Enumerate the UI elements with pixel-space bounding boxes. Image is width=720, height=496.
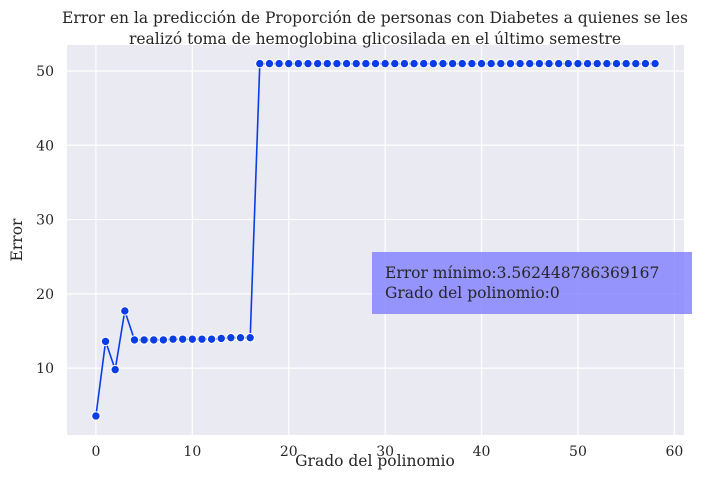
x-tick-labels: 0 10 20 30 40 50 60 (91, 444, 683, 460)
y-tick-label: 30 (36, 213, 54, 229)
data-point (573, 58, 583, 69)
x-tick-label: 60 (665, 444, 683, 460)
chart-title-line1: Error en la predicción de Proporción de … (62, 9, 688, 27)
data-point (91, 411, 101, 421)
data-point (312, 58, 323, 69)
data-point (370, 58, 381, 69)
data-point (390, 58, 400, 69)
data-point (293, 58, 304, 69)
y-tick-label: 50 (36, 64, 54, 80)
data-point (303, 58, 313, 69)
data-point (322, 58, 332, 69)
y-axis-label: Error (8, 218, 26, 261)
data-point (120, 306, 130, 316)
data-point (515, 58, 525, 69)
data-point (544, 58, 554, 69)
data-point (486, 58, 496, 69)
data-point (602, 58, 612, 69)
data-point (100, 336, 111, 347)
data-point (255, 58, 265, 69)
chart-title-line2: realizó toma de hemoglobina glicosilada … (129, 30, 621, 48)
data-point (264, 58, 275, 69)
data-point (640, 58, 651, 69)
data-point (129, 335, 140, 345)
x-tick-label: 40 (473, 444, 491, 460)
data-point (139, 335, 149, 345)
annotation-box (372, 252, 692, 314)
data-point (197, 334, 207, 344)
data-point (419, 58, 429, 69)
data-point (274, 58, 284, 69)
data-point (110, 364, 120, 375)
y-tick-label: 10 (36, 361, 54, 377)
data-point (216, 333, 226, 344)
data-point (563, 58, 574, 69)
series-markers (91, 58, 660, 421)
x-tick-label: 30 (376, 444, 394, 460)
data-point (149, 335, 159, 345)
x-axis-label: Grado del polinomio (295, 452, 455, 470)
data-point (447, 58, 458, 69)
data-point (158, 335, 169, 345)
data-point (611, 58, 622, 69)
data-point (399, 58, 410, 69)
y-tick-label: 20 (36, 287, 54, 303)
data-point (341, 58, 352, 69)
data-point (351, 58, 361, 69)
data-point (235, 332, 246, 343)
data-point (534, 58, 545, 69)
data-point (621, 58, 631, 69)
data-point (650, 58, 660, 69)
data-point (177, 334, 188, 344)
x-tick-label: 10 (183, 444, 201, 460)
data-point (245, 332, 255, 343)
data-point (505, 58, 516, 69)
data-point (553, 58, 564, 69)
plot-background (67, 45, 684, 435)
x-tick-label: 20 (280, 444, 298, 460)
data-point (332, 58, 342, 69)
data-point (457, 58, 467, 69)
x-tick-label: 50 (569, 444, 587, 460)
x-tick-label: 0 (91, 444, 100, 460)
data-point (631, 58, 641, 69)
data-point (476, 58, 487, 69)
data-point (467, 58, 477, 69)
data-point (226, 332, 236, 343)
data-point (428, 58, 439, 69)
data-point (438, 58, 448, 69)
data-point (380, 58, 390, 69)
annotation-min-error: Error mínimo:3.562448786369167 (385, 264, 659, 282)
data-point (187, 334, 198, 344)
y-tick-labels: 10 20 30 40 50 (36, 64, 54, 377)
data-point (525, 58, 535, 69)
y-tick-label: 40 (36, 138, 54, 154)
data-point (409, 58, 419, 69)
data-point (361, 58, 371, 69)
data-point (582, 58, 593, 69)
data-point (592, 58, 602, 69)
data-point (496, 58, 506, 69)
data-point (168, 334, 178, 344)
data-point (284, 58, 294, 69)
data-point (206, 334, 217, 344)
annotation-degree: Grado del polinomio:0 (385, 284, 560, 302)
